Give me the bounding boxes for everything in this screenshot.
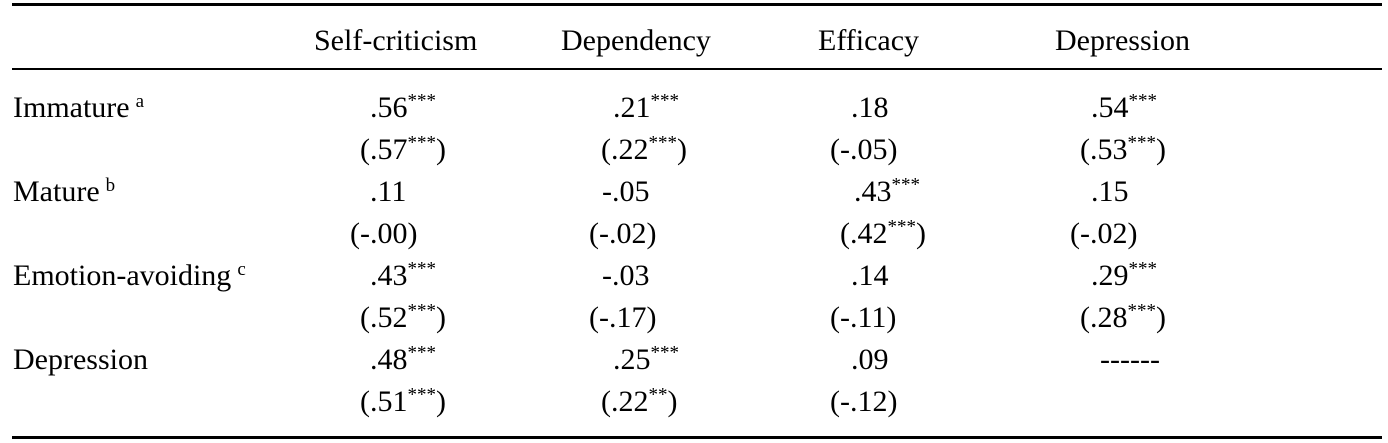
row-label-depression: Depression bbox=[13, 343, 148, 376]
cell-immature-efficacy: .18 bbox=[851, 91, 889, 124]
cell-emotion-avoiding-depression: .29*** bbox=[1091, 258, 1157, 292]
col-header-dependency: Dependency bbox=[561, 24, 711, 57]
col-header-efficacy: Efficacy bbox=[818, 24, 920, 57]
cell-immature-dependency: .21*** bbox=[613, 90, 679, 124]
col-header-self-criticism: Self-criticism bbox=[314, 24, 478, 57]
col-header-depression: Depression bbox=[1055, 24, 1190, 57]
partial-emotion-avoiding-dependency: (-.17) bbox=[589, 301, 657, 334]
bottom-rule bbox=[12, 436, 1382, 439]
cell-depression-depression: ------ bbox=[1100, 343, 1160, 376]
cell-emotion-avoiding-self-criticism: .43*** bbox=[370, 258, 436, 292]
partial-emotion-avoiding-depression: (.28***) bbox=[1080, 300, 1166, 334]
partial-mature-dependency: (-.02) bbox=[589, 217, 657, 250]
cell-depression-dependency: .25*** bbox=[613, 342, 679, 376]
row-label-mature: Mature b bbox=[13, 174, 116, 208]
cell-immature-depression: .54*** bbox=[1091, 90, 1157, 124]
partial-mature-depression: (-.02) bbox=[1070, 217, 1138, 250]
partial-depression-efficacy: (-.12) bbox=[830, 385, 898, 418]
cell-immature-self-criticism: .56*** bbox=[370, 90, 436, 124]
row-label-immature: Immature a bbox=[13, 90, 145, 124]
partial-immature-efficacy: (-.05) bbox=[830, 133, 898, 166]
top-rule bbox=[12, 3, 1382, 6]
partial-depression-self-criticism: (.51***) bbox=[360, 384, 446, 418]
cell-depression-self-criticism: .48*** bbox=[370, 342, 436, 376]
cell-mature-efficacy: .43*** bbox=[854, 174, 920, 208]
header-rule bbox=[12, 68, 1382, 70]
partial-depression-dependency: (.22**) bbox=[601, 384, 678, 418]
partial-emotion-avoiding-self-criticism: (.52***) bbox=[360, 300, 446, 334]
row-label-emotion-avoiding: Emotion-avoiding c bbox=[13, 258, 246, 292]
partial-mature-efficacy: (.42***) bbox=[840, 216, 926, 250]
cell-emotion-avoiding-efficacy: .14 bbox=[851, 259, 889, 292]
cell-mature-depression: .15 bbox=[1091, 175, 1129, 208]
partial-immature-self-criticism: (.57***) bbox=[360, 132, 446, 166]
cell-depression-efficacy: .09 bbox=[851, 343, 889, 376]
cell-mature-self-criticism: .11 bbox=[370, 175, 407, 208]
cell-mature-dependency: -.05 bbox=[602, 175, 650, 208]
cell-emotion-avoiding-dependency: -.03 bbox=[602, 259, 650, 292]
partial-immature-depression: (.53***) bbox=[1080, 132, 1166, 166]
partial-emotion-avoiding-efficacy: (-.11) bbox=[830, 301, 897, 334]
partial-immature-dependency: (.22***) bbox=[601, 132, 687, 166]
partial-mature-self-criticism: (-.00) bbox=[350, 217, 418, 250]
